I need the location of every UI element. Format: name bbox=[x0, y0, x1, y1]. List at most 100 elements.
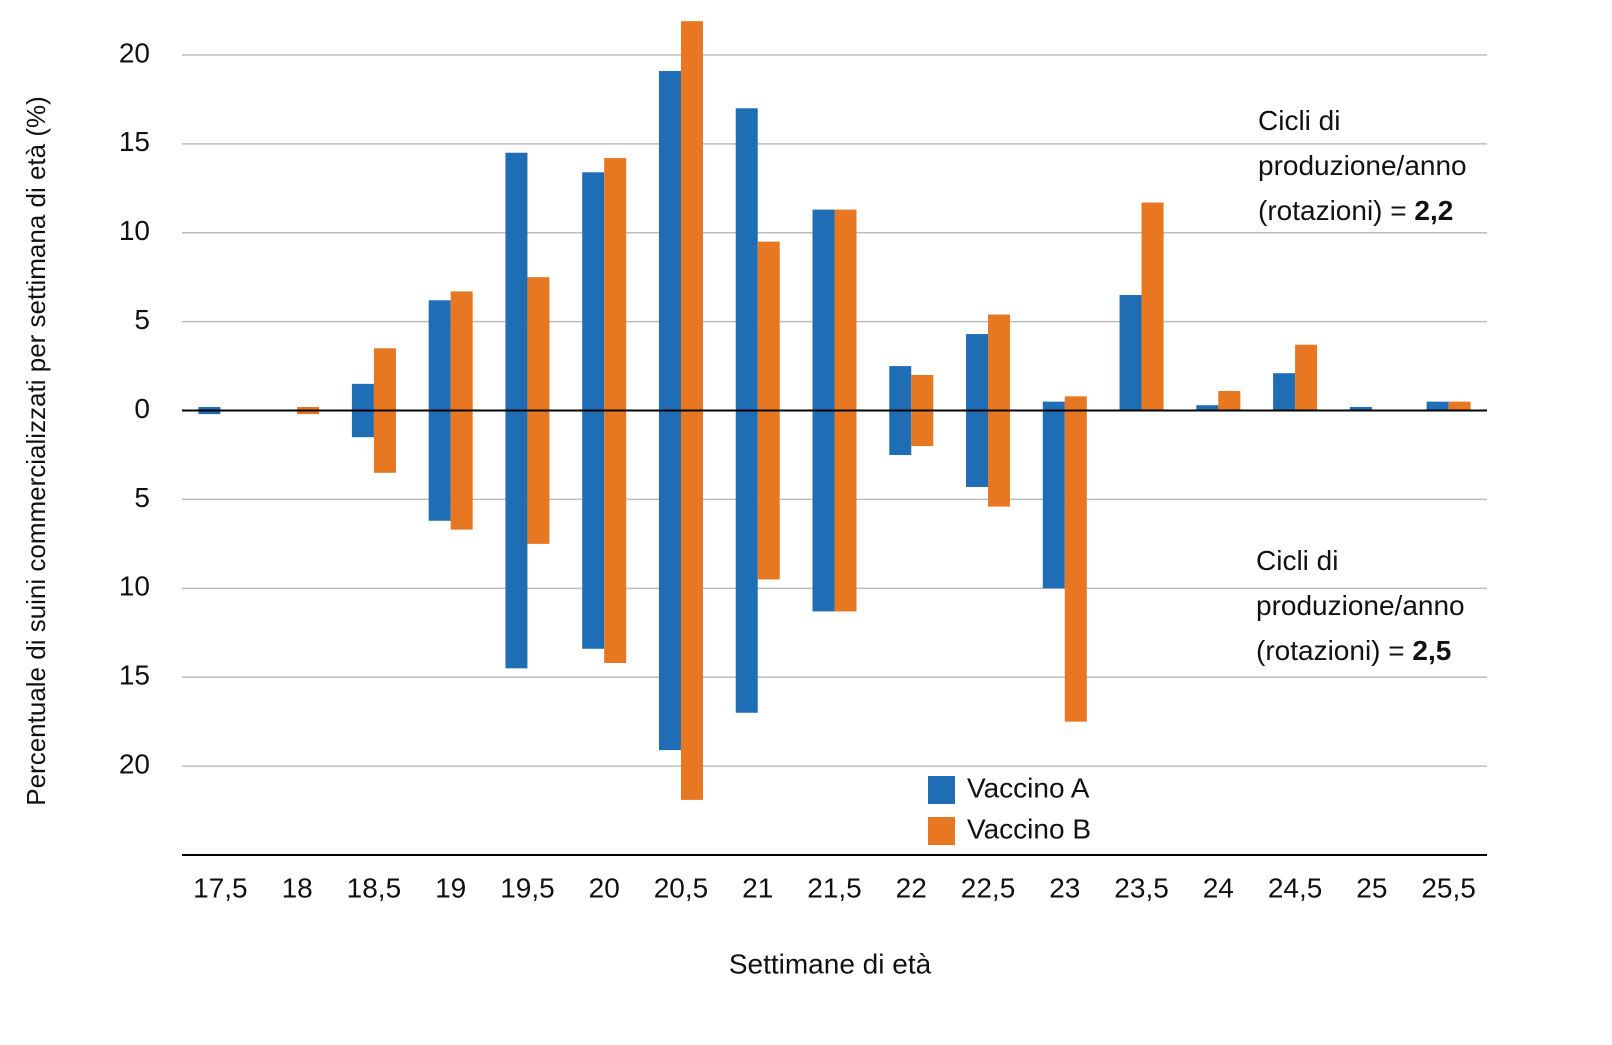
x-tick-label: 20 bbox=[589, 872, 620, 903]
bar bbox=[505, 410, 528, 669]
annotation-text: (rotazioni) = bbox=[1256, 635, 1412, 666]
legend-swatch bbox=[928, 817, 955, 845]
bar bbox=[450, 291, 473, 411]
bar bbox=[428, 410, 451, 521]
y-tick-label: 15 bbox=[119, 126, 150, 157]
bar bbox=[1273, 373, 1296, 411]
x-tick-label: 23 bbox=[1049, 872, 1080, 903]
bar bbox=[1042, 401, 1065, 411]
bar bbox=[757, 241, 780, 411]
annotation-text: (rotazioni) = bbox=[1258, 195, 1414, 226]
x-tick-label: 19 bbox=[435, 872, 466, 903]
bar bbox=[1196, 405, 1219, 411]
annotation-value: 2,5 bbox=[1412, 635, 1451, 666]
annotation-text: produzione/anno bbox=[1258, 150, 1467, 181]
annotation-value: 2,2 bbox=[1414, 195, 1453, 226]
x-tick-label: 24,5 bbox=[1268, 872, 1323, 903]
annotation-text: Cicli di bbox=[1258, 105, 1340, 136]
bar bbox=[988, 410, 1011, 507]
x-tick-label: 24 bbox=[1203, 872, 1234, 903]
bar bbox=[680, 410, 703, 800]
bar bbox=[1349, 406, 1372, 411]
bar bbox=[351, 383, 374, 411]
bar bbox=[582, 172, 605, 411]
bar bbox=[1119, 294, 1142, 411]
annotation-line: Cicli di bbox=[1256, 545, 1338, 576]
y-tick-label: 20 bbox=[119, 748, 150, 779]
bar bbox=[373, 348, 396, 411]
legend-swatch bbox=[928, 776, 955, 804]
bar bbox=[527, 277, 550, 411]
annotation-line: Cicli di bbox=[1258, 105, 1340, 136]
bar bbox=[658, 70, 681, 411]
bar bbox=[1064, 410, 1087, 722]
bar bbox=[450, 410, 473, 530]
bar bbox=[351, 410, 374, 438]
x-tick-label: 18 bbox=[282, 872, 313, 903]
bar bbox=[889, 410, 912, 455]
bar bbox=[582, 410, 605, 649]
bar bbox=[1064, 396, 1087, 411]
legend-label: Vaccino B bbox=[967, 813, 1091, 844]
bar bbox=[834, 209, 857, 411]
x-tick-label: 21,5 bbox=[807, 872, 862, 903]
y-tick-label: 0 bbox=[134, 393, 150, 424]
bar bbox=[1295, 344, 1318, 411]
bar bbox=[198, 410, 221, 415]
bar bbox=[604, 158, 627, 411]
bar bbox=[373, 410, 396, 473]
bar bbox=[658, 410, 681, 751]
x-tick-label: 21 bbox=[742, 872, 773, 903]
bar bbox=[966, 410, 989, 487]
bar bbox=[1426, 401, 1449, 411]
annotation-text: produzione/anno bbox=[1256, 590, 1465, 621]
y-tick-label: 5 bbox=[134, 304, 150, 335]
annotation-line: produzione/anno bbox=[1258, 150, 1467, 181]
bar bbox=[198, 406, 221, 411]
y-tick-label: 20 bbox=[119, 37, 150, 68]
bar bbox=[735, 108, 758, 411]
bar bbox=[505, 152, 528, 411]
bar bbox=[812, 209, 835, 411]
x-tick-label: 25 bbox=[1356, 872, 1387, 903]
annotation-line: (rotazioni) = 2,2 bbox=[1258, 195, 1453, 226]
bar bbox=[735, 410, 758, 713]
bar bbox=[889, 366, 912, 411]
x-tick-label: 22,5 bbox=[961, 872, 1016, 903]
bar bbox=[757, 410, 780, 580]
annotation-line: (rotazioni) = 2,5 bbox=[1256, 635, 1451, 666]
bar bbox=[604, 410, 627, 663]
bar bbox=[297, 406, 320, 411]
bar bbox=[812, 410, 835, 612]
x-tick-label: 18,5 bbox=[347, 872, 402, 903]
y-tick-label: 5 bbox=[134, 482, 150, 513]
bar bbox=[911, 374, 934, 411]
bar bbox=[1042, 410, 1065, 589]
bar bbox=[911, 410, 934, 447]
legend-label: Vaccino A bbox=[967, 772, 1090, 803]
bar bbox=[1448, 401, 1471, 411]
y-tick-label: 15 bbox=[119, 660, 150, 691]
bar bbox=[988, 314, 1011, 411]
x-tick-label: 23,5 bbox=[1114, 872, 1169, 903]
bar bbox=[428, 300, 451, 411]
annotation-line: produzione/anno bbox=[1256, 590, 1465, 621]
x-tick-label: 19,5 bbox=[500, 872, 555, 903]
y-tick-label: 10 bbox=[119, 215, 150, 246]
bar bbox=[1141, 202, 1164, 411]
annotation-text: Cicli di bbox=[1256, 545, 1338, 576]
y-tick-label: 10 bbox=[119, 571, 150, 602]
x-tick-label: 25,5 bbox=[1421, 872, 1476, 903]
x-tick-label: 22 bbox=[896, 872, 927, 903]
bar bbox=[834, 410, 857, 612]
bar bbox=[1218, 390, 1241, 411]
x-axis-label: Settimane di età bbox=[729, 948, 932, 979]
bar bbox=[297, 410, 320, 415]
x-tick-label: 17,5 bbox=[193, 872, 248, 903]
bar bbox=[966, 334, 989, 411]
bar bbox=[680, 21, 703, 411]
y-axis-label: Percentuale di suini commercializzati pe… bbox=[21, 96, 51, 806]
bar bbox=[527, 410, 550, 544]
x-tick-label: 20,5 bbox=[654, 872, 709, 903]
